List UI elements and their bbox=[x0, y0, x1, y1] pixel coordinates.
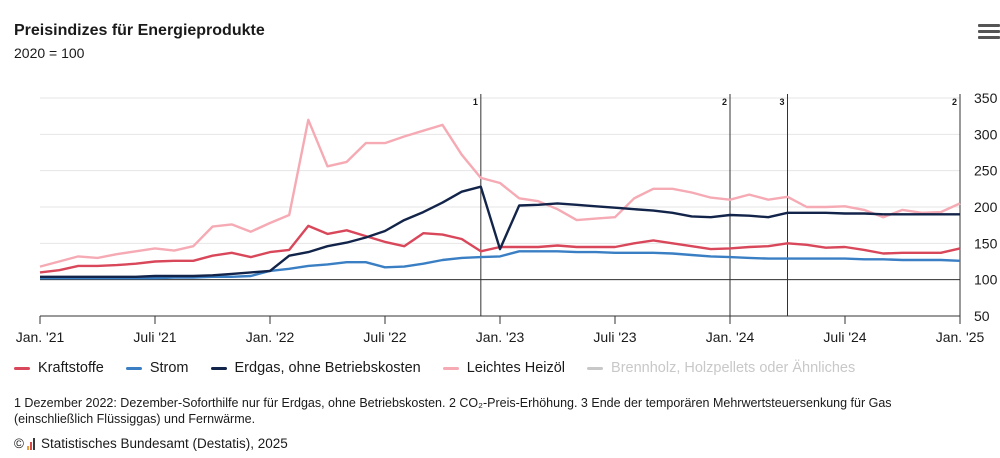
x-tick-label: Juli '23 bbox=[593, 329, 636, 345]
y-tick-label: 200 bbox=[974, 199, 998, 215]
y-tick-label: 150 bbox=[974, 235, 998, 251]
credit-text: Statistisches Bundesamt (Destatis), 2025 bbox=[40, 436, 288, 451]
x-tick-label: Juli '21 bbox=[133, 329, 176, 345]
legend-swatch bbox=[210, 366, 227, 370]
legend-swatch bbox=[442, 366, 459, 370]
annotation-label: 1 bbox=[473, 97, 478, 107]
source-credit: © Statistisches Bundesamt (Destatis), 20… bbox=[14, 436, 288, 451]
legend-item[interactable]: Kraftstoffe bbox=[14, 360, 104, 376]
y-tick-label: 300 bbox=[974, 126, 998, 142]
legend-item[interactable]: Erdgas, ohne Betriebskosten bbox=[210, 360, 421, 376]
legend-item[interactable]: Strom bbox=[125, 360, 189, 376]
destatis-logo-icon bbox=[26, 437, 36, 450]
x-tick-label: Jan. '25 bbox=[936, 329, 985, 345]
x-tick-label: Jan. '23 bbox=[476, 329, 525, 345]
legend-label: Strom bbox=[149, 360, 189, 376]
x-tick-label: Jan. '24 bbox=[706, 329, 755, 345]
legend-swatch bbox=[125, 366, 142, 370]
x-tick-label: Jan. '22 bbox=[246, 329, 295, 345]
annotation-label: 3 bbox=[780, 97, 785, 107]
x-tick-label: Jan. '21 bbox=[16, 329, 65, 345]
hamburger-menu-icon[interactable] bbox=[978, 24, 1000, 42]
legend-label: Kraftstoffe bbox=[38, 360, 104, 376]
legend-label: Brennholz, Holzpellets oder Ähnliches bbox=[611, 360, 856, 376]
x-tick-label: Juli '22 bbox=[363, 329, 406, 345]
legend-item[interactable]: Brennholz, Holzpellets oder Ähnliches bbox=[587, 360, 855, 376]
legend-swatch bbox=[14, 366, 30, 370]
legend-label: Erdgas, ohne Betriebskosten bbox=[234, 360, 421, 376]
legend-swatch bbox=[587, 366, 604, 370]
legend-item[interactable]: Leichtes Heizöl bbox=[442, 360, 566, 376]
series-line bbox=[40, 250, 961, 280]
y-tick-label: 50 bbox=[974, 308, 990, 324]
line-chart: 50 100 150 200 250 300 350 Jan. '21 Juli '21 Jan.… bbox=[16, 90, 998, 345]
y-tick-label: 100 bbox=[974, 272, 998, 288]
chart-subtitle: 2020 = 100 bbox=[14, 45, 85, 61]
x-tick-label: Juli '24 bbox=[823, 329, 866, 345]
series-line bbox=[39, 118, 961, 268]
annotation-label: 2 bbox=[722, 97, 727, 107]
annotation-label: 2 bbox=[952, 97, 957, 107]
chart-footnote: 1 Dezember 2022: Dezember-Soforthilfe nu… bbox=[14, 396, 892, 426]
chart-legend: Kraftstoffe Strom Erdgas, ohne Betriebskos… bbox=[14, 360, 877, 376]
legend-label: Leichtes Heizöl bbox=[466, 360, 566, 376]
series-line bbox=[40, 185, 960, 278]
chart-title: Preisindizes für Energieprodukte bbox=[14, 22, 265, 39]
copyright-symbol: © bbox=[14, 436, 24, 451]
y-tick-label: 250 bbox=[974, 163, 998, 179]
y-tick-label: 350 bbox=[974, 90, 998, 106]
